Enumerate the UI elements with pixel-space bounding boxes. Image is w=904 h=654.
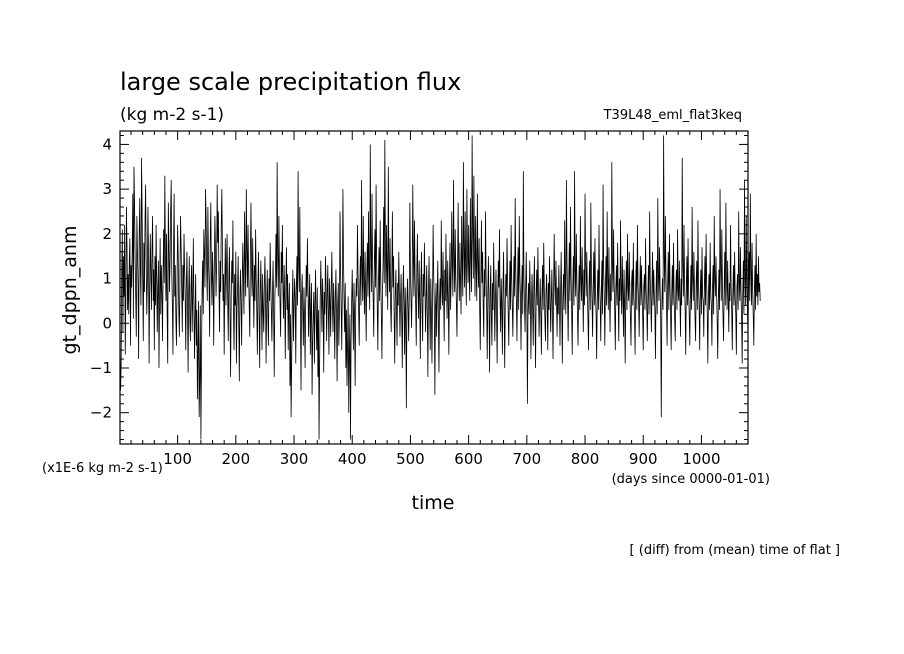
x-tick-label: 600 <box>454 450 483 468</box>
x-tick-label: 100 <box>163 450 192 468</box>
x-tick-label: 200 <box>222 450 251 468</box>
series-layer <box>119 135 761 440</box>
chart-units: (kg m-2 s-1) <box>120 105 224 125</box>
x-axis-units: (days since 0000-01-01) <box>612 472 770 487</box>
y-tick-label: 2 <box>102 225 112 243</box>
y-axis-label: gt_dppn_anm <box>59 226 81 355</box>
footnote: [ (diff) from (mean) time of flat ] <box>630 543 840 558</box>
x-tick-label: 500 <box>396 450 425 468</box>
y-tick-label: 4 <box>102 135 112 153</box>
ticks-layer: 100 200 300 400 500 600 700 800 900 1000 −2 −1 0 1 2 3 4 <box>90 131 749 468</box>
y-tick-label: −2 <box>90 404 112 422</box>
experiment-label: T39L48_eml_flat3keq <box>603 108 742 123</box>
x-tick-label: 700 <box>513 450 542 468</box>
x-axis-label: time <box>412 492 455 514</box>
y-tick-label: 3 <box>102 180 112 198</box>
plot-area: 100 200 300 400 500 600 700 800 900 1000 −2 −1 0 1 2 3 4 <box>90 130 761 468</box>
series-line <box>119 135 761 440</box>
x-tick-label: 800 <box>571 450 600 468</box>
x-tick-label: 900 <box>629 450 658 468</box>
x-tick-label: 300 <box>280 450 309 468</box>
x-tick-label: 400 <box>338 450 367 468</box>
y-tick-label: 1 <box>102 270 112 288</box>
y-tick-label: 0 <box>102 314 112 332</box>
chart-title: large scale precipitation flux <box>120 68 461 96</box>
y-scale-note: (x1E-6 kg m-2 s-1) <box>42 461 163 476</box>
y-tick-label: −1 <box>90 359 112 377</box>
x-tick-label: 1000 <box>682 450 720 468</box>
